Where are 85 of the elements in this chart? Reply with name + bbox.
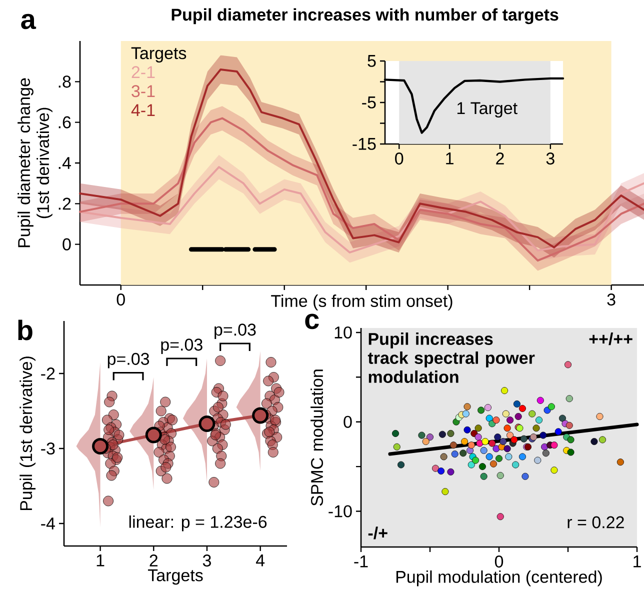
point	[212, 402, 224, 412]
x-axis-title: Targets	[148, 569, 203, 585]
annotation: r = 0.22	[568, 516, 624, 528]
point	[220, 419, 231, 430]
annotation: ++/++	[589, 332, 632, 346]
point	[104, 396, 115, 408]
y-tick-label: .8	[58, 76, 71, 88]
point	[167, 414, 178, 426]
text: 3-1	[132, 85, 155, 98]
y-tick-label: -10	[328, 505, 352, 518]
point	[156, 406, 166, 416]
point	[154, 447, 164, 458]
point	[145, 426, 162, 444]
x-tick-label: 2	[150, 554, 158, 566]
point	[218, 390, 228, 402]
point	[102, 414, 112, 426]
point	[108, 410, 119, 420]
x-tick-label: 3	[546, 152, 554, 165]
y-tick-label: 10	[334, 326, 352, 338]
x-tick-label: 0	[494, 556, 504, 568]
y-tick-label: 0	[344, 416, 352, 428]
x-tick-label: -1	[354, 556, 368, 568]
y-tick-label: -2	[41, 368, 55, 380]
annotation: -/+	[368, 526, 388, 540]
point	[104, 424, 114, 435]
point	[215, 356, 226, 366]
x-tick-label: 4	[256, 554, 265, 566]
point	[162, 473, 172, 484]
annotation: p=.03	[214, 324, 256, 340]
band-label: 1 Target	[457, 102, 518, 118]
point	[112, 452, 123, 463]
annotation: Pupil increases track spectral power modulation	[368, 332, 535, 383]
point	[166, 442, 176, 452]
point	[274, 387, 284, 398]
x-axis-title: Pupil modulation (centered)	[396, 570, 602, 586]
annotation: p=.03	[108, 352, 150, 368]
point	[108, 440, 118, 450]
point	[208, 477, 220, 488]
annotation: p=.03	[161, 338, 202, 354]
line-series	[79, 166, 644, 254]
x-axis-title: Time (s from stim onset)	[271, 294, 452, 310]
point	[160, 396, 171, 408]
y-tick-label: .6	[58, 116, 71, 128]
annotation: linear: p = 1.23e-6	[129, 515, 267, 532]
text: a	[21, 14, 36, 30]
text: b	[18, 320, 32, 340]
point	[114, 430, 124, 440]
text: 4-1	[131, 104, 155, 116]
point	[103, 496, 114, 506]
y-tick-label: -5	[362, 96, 376, 108]
x-tick-label: 3	[607, 294, 616, 306]
y-axis-title: Pupil diameter change (1st derivative)	[18, 78, 52, 248]
y-tick-label: .4	[58, 157, 71, 169]
point	[92, 438, 109, 454]
point	[212, 443, 223, 454]
point	[266, 357, 276, 368]
point	[270, 414, 280, 426]
y-tick-label: -4	[41, 518, 55, 530]
point	[252, 407, 269, 424]
chart-title: Pupil diameter increases with number of targets	[172, 8, 558, 24]
point	[198, 416, 216, 432]
text: 2-1	[132, 66, 155, 78]
point	[106, 470, 117, 481]
point	[215, 458, 226, 469]
y-axis-title: Pupil (1st derivative)	[20, 356, 36, 510]
y-tick-label: -3	[41, 442, 55, 455]
point	[268, 447, 278, 458]
point	[264, 426, 275, 438]
y-tick-label: 0	[62, 238, 71, 250]
y-axis-title: SPMC modulation	[310, 370, 324, 506]
point	[262, 398, 272, 409]
point	[263, 376, 274, 386]
x-tick-label: 1	[96, 554, 104, 566]
x-tick-label: 3	[202, 554, 211, 567]
text: c	[305, 314, 319, 330]
y-tick-label: 5	[368, 55, 376, 67]
point	[160, 462, 172, 472]
legend-title: Targets	[131, 47, 186, 63]
x-tick-label: 1	[634, 556, 641, 568]
x-tick-label: 1	[446, 152, 454, 164]
y-tick-label: -15	[352, 138, 376, 150]
x-tick-label: 0	[395, 152, 404, 165]
point	[160, 434, 170, 445]
y-tick-label: .2	[58, 198, 71, 210]
x-tick-label: 2	[496, 152, 504, 164]
